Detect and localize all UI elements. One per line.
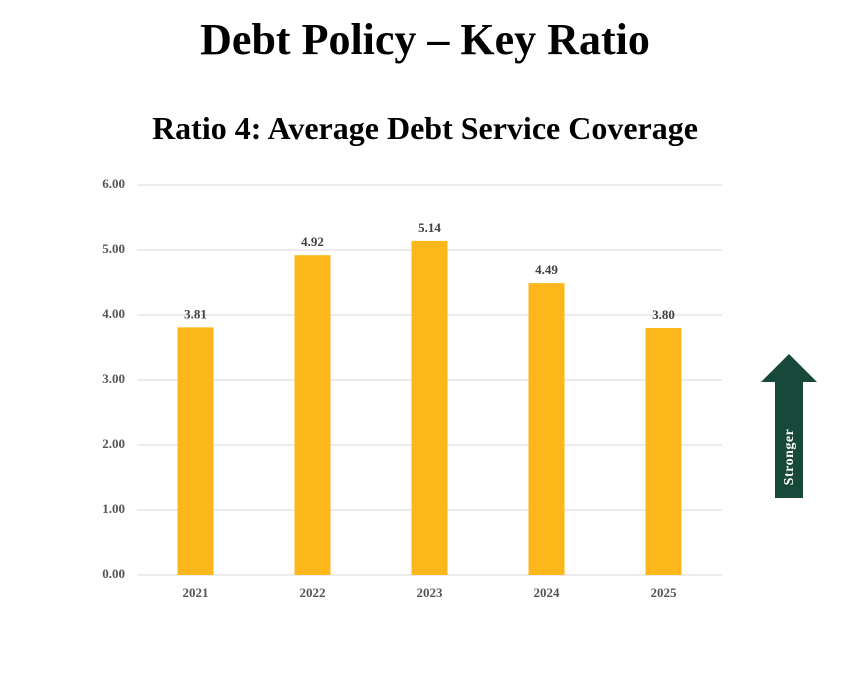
y-tick-label: 1.00 [102, 501, 125, 516]
bar-2023 [411, 240, 448, 575]
x-tick-label: 2021 [183, 585, 209, 600]
x-tick-label: 2022 [300, 585, 326, 600]
bar-2022 [294, 255, 331, 575]
x-tick-label: 2024 [534, 585, 561, 600]
data-label-2025: 3.80 [652, 307, 675, 322]
y-axis-ticks: 0.00 1.00 2.00 3.00 4.00 5.00 6.00 [102, 176, 125, 581]
x-axis-ticks: 2021 2022 2023 2024 2025 [183, 585, 678, 600]
y-tick-label: 0.00 [102, 566, 125, 581]
y-tick-label: 5.00 [102, 241, 125, 256]
indicator-label: Stronger [782, 429, 797, 486]
page-title: Debt Policy – Key Ratio [200, 15, 650, 64]
y-tick-label: 4.00 [102, 306, 125, 321]
chart-title: Ratio 4: Average Debt Service Coverage [152, 110, 698, 146]
data-label-2024: 4.49 [535, 262, 558, 277]
x-tick-label: 2023 [417, 585, 444, 600]
y-tick-label: 2.00 [102, 436, 125, 451]
stronger-indicator: Stronger [761, 354, 817, 498]
bar-2024 [528, 283, 565, 575]
bar-2021 [177, 327, 214, 575]
data-label-2021: 3.81 [184, 306, 207, 321]
up-arrow-icon [761, 354, 817, 498]
bar-2025 [645, 328, 682, 575]
x-tick-label: 2025 [651, 585, 678, 600]
data-label-2023: 5.14 [418, 220, 441, 235]
data-labels: 3.81 4.92 5.14 4.49 3.80 [184, 220, 675, 322]
y-tick-label: 3.00 [102, 371, 125, 386]
data-label-2022: 4.92 [301, 234, 324, 249]
y-tick-label: 6.00 [102, 176, 125, 191]
bars [177, 240, 682, 575]
